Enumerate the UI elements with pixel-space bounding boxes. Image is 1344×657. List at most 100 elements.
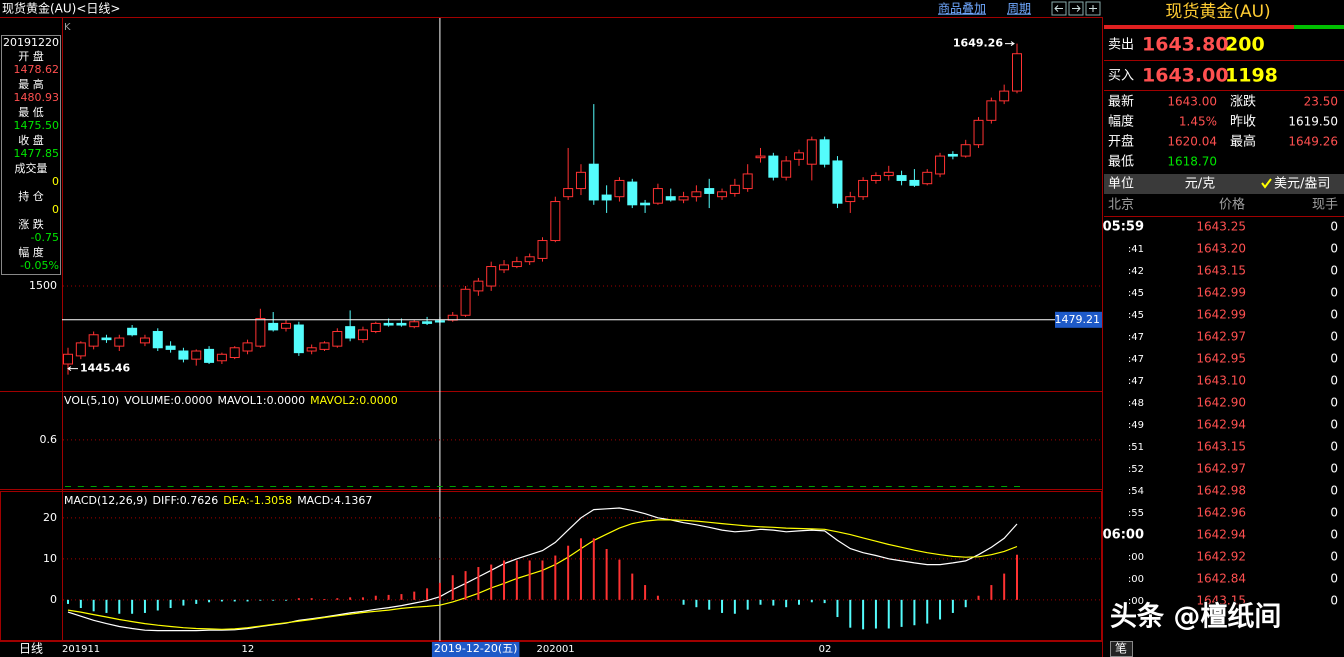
tick-volume: 0: [1330, 462, 1338, 476]
legend-item: MAVOL1:0.0000: [217, 394, 305, 407]
candle-body: [704, 188, 715, 194]
candle-body: [204, 348, 215, 363]
bid-volume: 1198: [1225, 65, 1278, 87]
tick-volume: 0: [1330, 264, 1338, 278]
candle-body: [422, 321, 433, 324]
info-label: 收 盘: [18, 133, 44, 147]
view-buttons: [1051, 1, 1101, 16]
high-label: 1649.26: [953, 37, 1003, 50]
candle-body: [832, 160, 843, 204]
volume-bar: [988, 486, 995, 487]
volume-bar: [218, 486, 225, 487]
cursor-date: 20191220: [3, 36, 59, 49]
volume-bar: [475, 486, 482, 487]
ratio-bar-green: [1294, 25, 1344, 29]
quote-title: 现货黄金(AU): [1165, 2, 1270, 22]
volume-bar: [1014, 486, 1020, 487]
info-value: 0: [52, 203, 59, 216]
tick-time: :54: [1128, 486, 1144, 497]
ticks-header: 价格: [1219, 197, 1245, 213]
volume-bar: [719, 486, 726, 487]
info-label: 最 高: [18, 77, 44, 91]
volume-bar: [398, 486, 405, 487]
volume-bar: [90, 486, 97, 487]
x-tick-label: 202001: [537, 644, 575, 655]
x-tick-label: 12: [242, 644, 255, 655]
candle-body: [806, 139, 817, 165]
button-zoom[interactable]: [1085, 1, 1101, 16]
candle-body: [999, 90, 1010, 102]
tick-time: :47: [1128, 376, 1144, 387]
overlay-button[interactable]: 商品叠加: [938, 1, 986, 16]
tick-time: :45: [1128, 310, 1144, 321]
candle-body: [319, 342, 330, 350]
candle-body: [550, 201, 561, 242]
stat-label: 昨收: [1230, 115, 1256, 130]
tick-time: :00: [1128, 596, 1144, 607]
tick-volume: 0: [1330, 308, 1338, 322]
volume-bar: [513, 486, 520, 487]
candle-body: [947, 153, 958, 157]
candle-body: [281, 322, 292, 329]
candle-body: [332, 331, 343, 347]
tick-volume: 0: [1330, 594, 1338, 608]
button-left[interactable]: [1051, 1, 1067, 16]
tick-volume: 0: [1330, 550, 1338, 564]
candle-body: [729, 184, 740, 194]
info-value: 0: [52, 175, 59, 188]
candle-body: [986, 100, 997, 121]
candle-body: [819, 139, 830, 165]
volume-bar: [1001, 486, 1008, 487]
volume-bar: [308, 486, 315, 487]
candle-body: [575, 171, 586, 190]
period-button[interactable]: 周期: [1007, 2, 1031, 16]
button-right[interactable]: [1068, 1, 1084, 16]
legend-item: DEA:-1.3058: [223, 494, 292, 507]
tick-time: :41: [1128, 244, 1144, 255]
candle-body: [268, 322, 279, 331]
unit-bar: [1104, 174, 1344, 194]
info-label: 最 低: [18, 106, 44, 119]
tick-time: :00: [1128, 574, 1144, 585]
volume-bar: [706, 486, 713, 487]
tick-volume: 0: [1330, 572, 1338, 586]
tick-price: 1642.96: [1196, 506, 1246, 520]
volume-bar: [616, 486, 623, 487]
tick-volume: 0: [1330, 528, 1338, 542]
unit-usd[interactable]: 美元/盎司: [1274, 177, 1330, 192]
candle-body: [191, 350, 202, 360]
candle-body: [614, 179, 625, 198]
tick-price: 1642.97: [1196, 330, 1246, 344]
tick-time: :45: [1128, 288, 1144, 299]
info-value: -0.05%: [20, 259, 59, 272]
stat-label: 开盘: [1108, 134, 1134, 150]
volume-bar: [372, 486, 379, 487]
volume-bar: [116, 486, 123, 487]
stat-value: 1.45%: [1179, 115, 1217, 129]
cursor-price-box: [1055, 311, 1102, 328]
tick-price: 1642.98: [1196, 484, 1246, 498]
candle-body: [152, 331, 163, 349]
candle-body: [524, 256, 535, 263]
volume-bar: [757, 486, 764, 487]
volume-bar: [872, 486, 879, 487]
candle-body: [870, 175, 881, 181]
candle-body: [563, 188, 574, 198]
volume-bar: [937, 486, 944, 487]
volume-bar: [193, 486, 200, 487]
unit-cny[interactable]: 元/克: [1185, 177, 1215, 192]
y-tick-label: 0.6: [40, 433, 58, 446]
volume-bar: [424, 486, 431, 487]
volume-bar: [744, 486, 751, 487]
y-tick-label: 10: [43, 552, 57, 565]
candle-body: [922, 171, 933, 185]
tick-price: 1643.25: [1196, 220, 1246, 234]
candle-body: [678, 196, 689, 201]
y-tick-label: 0: [50, 593, 57, 606]
volume-bar: [180, 486, 187, 487]
candle-body: [473, 280, 484, 292]
volume-bar: [539, 486, 546, 487]
volume-bar: [590, 486, 597, 487]
